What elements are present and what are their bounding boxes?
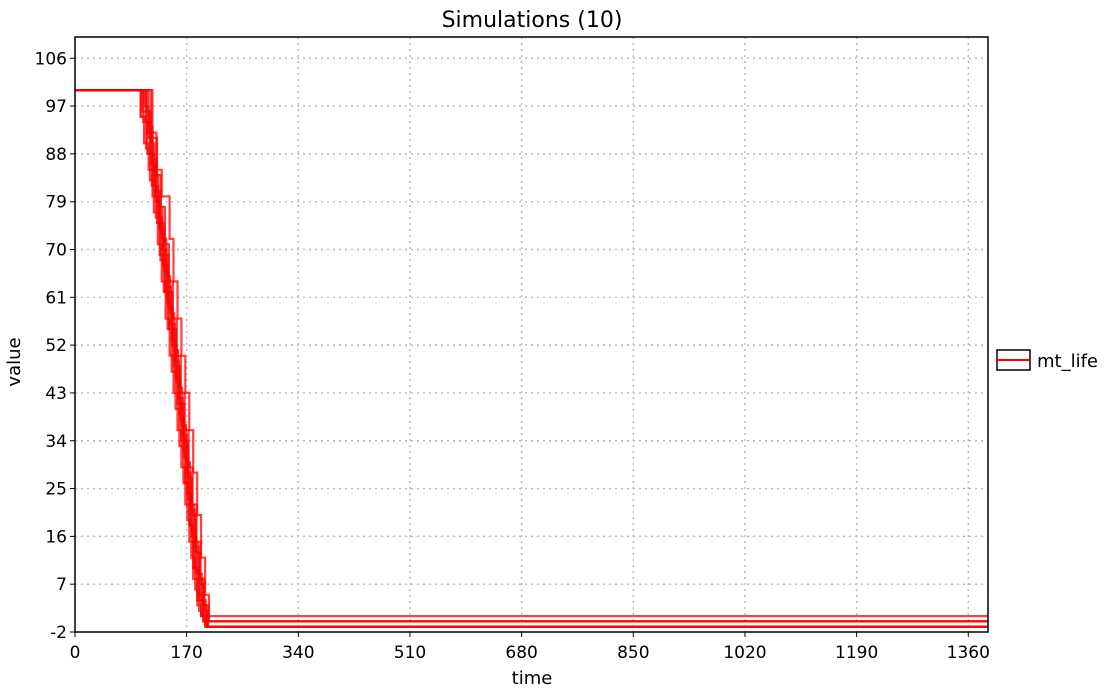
y-tick-label: 43 xyxy=(45,384,67,404)
y-tick-label: 70 xyxy=(45,241,67,261)
y-tick-label: -2 xyxy=(50,623,67,643)
y-axis-label: value xyxy=(4,337,25,386)
series-line-9 xyxy=(75,89,988,623)
x-tick-label: 1020 xyxy=(723,643,766,663)
series-line-7 xyxy=(75,89,988,618)
y-tick-label: 34 xyxy=(45,432,67,452)
series-line-4 xyxy=(75,89,988,623)
y-tick-label: 16 xyxy=(45,527,67,547)
series-line-8 xyxy=(75,89,988,628)
chart-title: Simulations (10) xyxy=(442,8,623,33)
series-line-5 xyxy=(75,89,988,628)
y-tick-label: 7 xyxy=(56,575,67,595)
y-tick-label: 97 xyxy=(45,97,67,117)
x-axis-label: time xyxy=(512,668,553,689)
x-tick-label: 1190 xyxy=(835,643,878,663)
plot-frame xyxy=(74,36,989,633)
series-line-10 xyxy=(75,89,988,628)
x-tick-label: 170 xyxy=(170,643,202,663)
y-tick-label: 88 xyxy=(45,145,67,165)
series-line-3 xyxy=(75,89,988,628)
x-tick-label: 340 xyxy=(282,643,314,663)
y-tick-label: 79 xyxy=(45,193,67,213)
series-line-6 xyxy=(75,89,988,623)
x-tick-label: 1360 xyxy=(947,643,990,663)
x-tick-label: 680 xyxy=(505,643,537,663)
series-layer xyxy=(75,89,988,628)
x-tick-label: 0 xyxy=(70,643,81,663)
y-tick-label: 52 xyxy=(45,336,67,356)
legend: mt_life xyxy=(996,349,1098,372)
x-tick-label: 850 xyxy=(617,643,649,663)
y-tick-label: 25 xyxy=(45,480,67,500)
x-tick-label: 510 xyxy=(394,643,426,663)
series-line-2 xyxy=(75,89,988,628)
grid-layer xyxy=(75,37,988,632)
legend-entry-mt-life: mt_life xyxy=(1037,351,1098,372)
series-line-1 xyxy=(75,89,988,628)
y-tick-label: 106 xyxy=(35,49,67,69)
y-tick-label: 61 xyxy=(45,288,67,308)
tick-layer: 0 170 340 510 680 850 1020 1190 1360 -2 7 16 25 34 43 5… xyxy=(35,49,990,663)
